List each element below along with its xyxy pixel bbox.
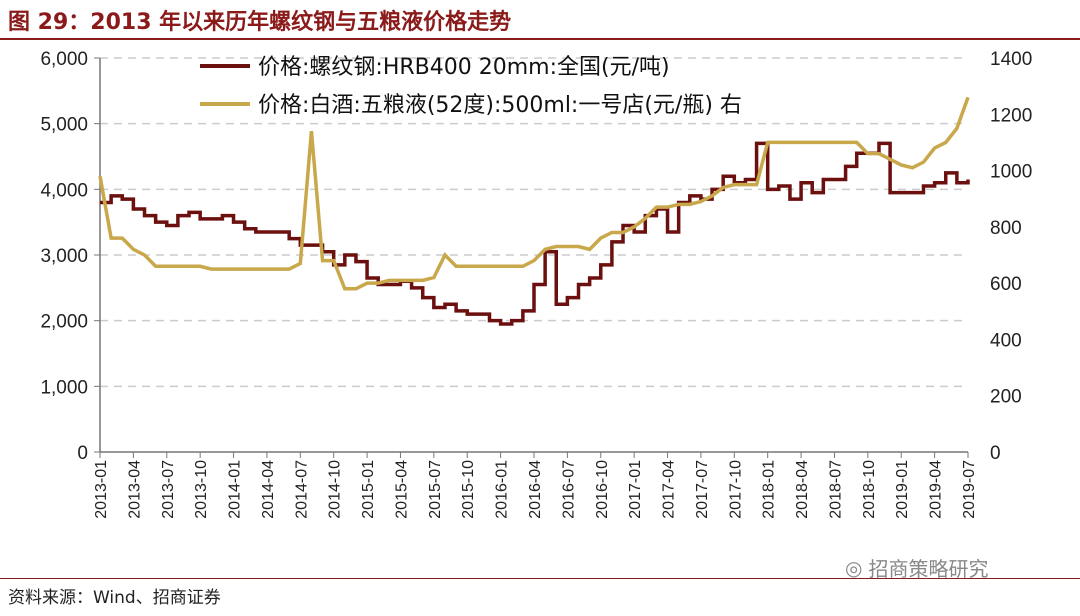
legend-label-wuliangye: 价格:白酒:五粮液(52度):500ml:一号店(元/瓶) 右 — [258, 93, 742, 118]
x-tick-label: 2018-07 — [827, 460, 844, 519]
y-right-tick-label: 1200 — [990, 105, 1032, 126]
x-tick-label: 2017-07 — [694, 460, 711, 519]
x-tick-label: 2014-10 — [327, 460, 344, 519]
x-tick-label: 2017-04 — [661, 460, 678, 519]
y-right-tick-label: 0 — [990, 443, 1001, 464]
x-tick-label: 2013-04 — [126, 460, 143, 519]
chart-title: 图 29：2013 年以来历年螺纹钢与五粮液价格走势 — [8, 10, 512, 35]
y-right-tick-label: 200 — [990, 387, 1022, 408]
x-tick-label: 2013-07 — [160, 460, 177, 519]
y-left-tick-label: 1,000 — [40, 377, 88, 398]
x-tick-label: 2013-10 — [193, 460, 210, 519]
x-tick-label: 2016-04 — [527, 460, 544, 519]
y-left-tick-label: 4,000 — [40, 180, 88, 201]
title-divider — [0, 38, 1080, 40]
x-tick-label: 2018-10 — [861, 460, 878, 519]
x-tick-label: 2015-04 — [393, 460, 410, 519]
x-tick-label: 2014-01 — [227, 460, 244, 519]
x-tick-label: 2016-07 — [560, 460, 577, 519]
x-tick-label: 2013-01 — [93, 460, 110, 519]
y-left-tick-label: 5,000 — [40, 115, 88, 136]
x-tick-label: 2014-04 — [260, 460, 277, 519]
x-tick-label: 2017-01 — [627, 460, 644, 519]
y-left-tick-label: 2,000 — [40, 312, 88, 333]
legend-label-rebar: 价格:螺纹钢:HRB400 20mm:全国(元/吨) — [258, 55, 670, 80]
watermark-text: 招商策略研究 — [868, 557, 989, 581]
source-note: 资料来源：Wind、招商证券 — [8, 588, 221, 608]
y-right-tick-label: 1000 — [990, 162, 1032, 183]
y-left-tick-label: 6,000 — [40, 49, 88, 70]
y-right-tick-label: 600 — [990, 274, 1022, 295]
wechat-icon: ◎ — [845, 555, 863, 580]
footer-divider — [0, 578, 1080, 579]
x-tick-label: 2019-01 — [894, 460, 911, 519]
y-right-tick-label: 1400 — [990, 49, 1032, 70]
x-tick-label: 2019-07 — [961, 460, 978, 519]
x-tick-label: 2016-01 — [494, 460, 511, 519]
x-tick-label: 2016-10 — [594, 460, 611, 519]
y-right-tick-label: 800 — [990, 218, 1022, 239]
x-tick-label: 2019-04 — [928, 460, 945, 519]
x-tick-label: 2014-07 — [293, 460, 310, 519]
y-left-tick-label: 3,000 — [40, 246, 88, 267]
x-tick-label: 2018-04 — [794, 460, 811, 519]
x-tick-label: 2018-01 — [761, 460, 778, 519]
series-line-rebar — [100, 141, 970, 326]
watermark: ◎ 招商策略研究 — [845, 553, 988, 582]
x-tick-label: 2015-10 — [460, 460, 477, 519]
y-right-tick-label: 400 — [990, 330, 1022, 351]
y-left-tick-label: 0 — [77, 443, 88, 464]
x-tick-label: 2015-01 — [360, 460, 377, 519]
series-line-wuliangye — [98, 96, 970, 291]
x-tick-label: 2017-10 — [727, 460, 744, 519]
x-tick-label: 2015-07 — [427, 460, 444, 519]
